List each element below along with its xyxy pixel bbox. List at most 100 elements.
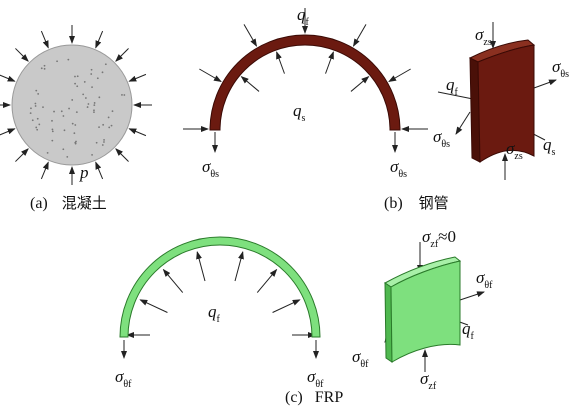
label: qf xyxy=(462,319,475,342)
arrow xyxy=(197,252,205,281)
label: σθs xyxy=(433,127,450,150)
caption-tag: (b) xyxy=(384,195,403,212)
arrow xyxy=(140,300,167,313)
dot xyxy=(38,124,40,126)
dot xyxy=(103,139,105,141)
dot xyxy=(66,156,68,158)
caption-name: 钢管 xyxy=(419,194,449,212)
dot xyxy=(47,152,49,154)
label: σθf xyxy=(307,367,324,390)
dot xyxy=(76,111,78,113)
subscript: θf xyxy=(484,280,493,291)
arrow xyxy=(354,24,367,46)
dot xyxy=(35,105,37,107)
dot xyxy=(30,112,32,114)
label: qf xyxy=(297,5,310,28)
label: σθf xyxy=(352,347,369,370)
concrete-core xyxy=(12,45,132,165)
dot xyxy=(51,120,53,122)
label: σzf≈0 xyxy=(422,227,456,250)
label: σzs xyxy=(475,25,492,48)
arrow xyxy=(326,52,334,74)
dot xyxy=(44,68,46,70)
subscript: zs xyxy=(483,37,491,48)
label: qf xyxy=(208,302,221,325)
dot xyxy=(102,124,104,126)
dot xyxy=(96,142,98,144)
label: σθf xyxy=(476,268,493,291)
subscript: θf xyxy=(315,379,324,390)
dot xyxy=(52,129,54,131)
label: σθs xyxy=(390,157,407,180)
dot xyxy=(93,104,95,106)
arrow xyxy=(235,252,243,281)
dot xyxy=(98,126,100,128)
dot xyxy=(74,83,76,85)
arrow xyxy=(15,149,28,162)
dot xyxy=(108,127,110,129)
label: σzf xyxy=(420,369,437,392)
label: p xyxy=(79,163,89,182)
dot xyxy=(44,65,46,67)
arrow xyxy=(277,52,285,74)
label: qs xyxy=(293,101,306,124)
arrow xyxy=(241,77,259,92)
arrow xyxy=(0,74,15,81)
subscript: zf xyxy=(428,381,436,392)
dot xyxy=(51,140,53,142)
subscript: f xyxy=(217,314,221,325)
caption-tag: (c) xyxy=(285,389,303,406)
caption: (b) 钢管 xyxy=(384,194,449,212)
dot xyxy=(37,93,39,95)
dot xyxy=(64,129,66,131)
dot xyxy=(35,90,37,92)
subscript: s xyxy=(302,113,306,124)
dot xyxy=(77,75,79,77)
dot xyxy=(103,141,105,143)
dot xyxy=(68,108,70,110)
dot xyxy=(71,99,73,101)
arrow xyxy=(244,24,257,46)
arrow xyxy=(163,270,182,293)
caption: (a) 混凝土 xyxy=(30,194,107,212)
dot xyxy=(42,106,44,108)
arrow xyxy=(41,162,48,179)
dot xyxy=(105,63,107,65)
dot xyxy=(91,154,93,156)
dot xyxy=(32,119,34,121)
dot xyxy=(121,94,123,96)
arrow xyxy=(199,69,221,82)
dot xyxy=(62,148,64,150)
dot xyxy=(36,129,38,131)
dot xyxy=(52,130,54,132)
subscript: s xyxy=(552,147,556,158)
label: σθf xyxy=(115,367,132,390)
caption-name: 混凝土 xyxy=(62,194,107,212)
dot xyxy=(53,111,55,113)
arrow xyxy=(129,129,146,136)
arrow xyxy=(129,74,146,81)
dot xyxy=(112,110,114,112)
frp-arch xyxy=(120,237,320,337)
dot xyxy=(108,117,110,119)
arrow xyxy=(456,112,470,134)
dot xyxy=(35,103,37,105)
arrow xyxy=(351,77,369,92)
subscript: zs xyxy=(514,151,522,162)
dot xyxy=(76,85,78,87)
dot xyxy=(74,142,76,144)
dot xyxy=(74,124,76,126)
arrow xyxy=(257,270,276,293)
dot xyxy=(102,144,104,146)
caption-name: FRP xyxy=(315,389,344,406)
caption-tag: (a) xyxy=(30,195,48,212)
dot xyxy=(111,125,113,127)
arrow xyxy=(273,300,300,313)
dot xyxy=(61,110,63,112)
dot xyxy=(82,93,84,95)
subscript: θf xyxy=(123,379,132,390)
dot xyxy=(91,69,93,71)
dot xyxy=(85,97,87,99)
dot xyxy=(91,86,93,88)
dot xyxy=(72,123,74,125)
